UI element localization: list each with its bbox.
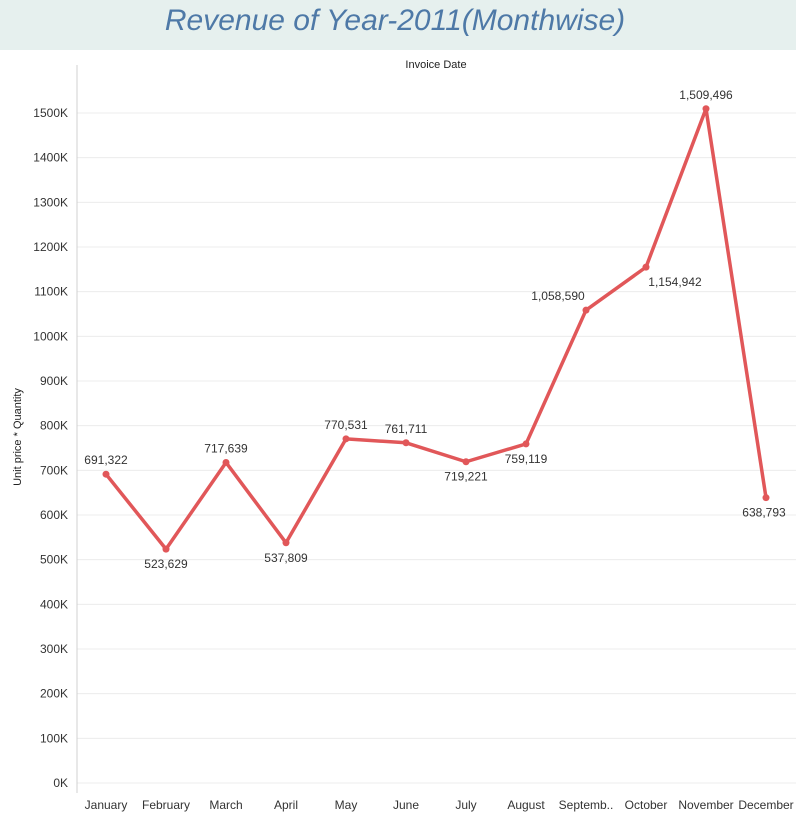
x-ticks: January February March April May June July Augu… <box>85 798 794 812</box>
x-tick-label: March <box>209 798 242 812</box>
data-label: 719,221 <box>444 470 488 484</box>
data-point <box>582 306 590 314</box>
y-tick-label: 200K <box>40 687 68 701</box>
data-point <box>522 440 530 448</box>
y-ticks: 0K 100K 200K 300K 400K 500K 600K 700K 800K 900K 10… <box>33 106 68 790</box>
y-tick-label: 0K <box>53 776 68 790</box>
x-tick-label: January <box>85 798 128 812</box>
y-tick-label: 1300K <box>33 195 68 209</box>
data-label: 638,793 <box>742 506 786 520</box>
y-tick-label: 1500K <box>33 106 68 120</box>
x-tick-label: October <box>625 798 668 812</box>
title-bar: Revenue of Year-2011(Monthwise) <box>0 0 796 50</box>
y-tick-label: 700K <box>40 463 68 477</box>
data-point <box>462 458 470 466</box>
chart-title: Revenue of Year-2011(Monthwise) <box>164 4 626 37</box>
x-tick-label: August <box>507 798 545 812</box>
x-tick-label: February <box>142 798 190 812</box>
data-label: 523,629 <box>144 557 188 571</box>
x-tick-label: November <box>678 798 733 812</box>
data-point <box>402 439 410 447</box>
series-line <box>104 107 768 551</box>
axes: Invoice Date Unit price * Quantity <box>12 59 467 793</box>
y-tick-label: 900K <box>40 374 68 388</box>
data-point <box>222 458 230 466</box>
data-label: 537,809 <box>264 551 308 565</box>
x-tick-label: July <box>455 798 476 812</box>
data-label: 691,322 <box>84 453 128 467</box>
gridlines <box>77 112 796 784</box>
x-tick-label: May <box>335 798 358 812</box>
y-tick-label: 300K <box>40 642 68 656</box>
data-point <box>162 545 170 553</box>
y-tick-label: 800K <box>40 419 68 433</box>
data-label: 1,154,942 <box>648 275 702 289</box>
data-label: 770,531 <box>324 418 368 432</box>
data-point <box>642 263 650 271</box>
x-tick-label: December <box>738 798 793 812</box>
data-label: 1,058,590 <box>531 289 585 303</box>
data-label: 717,639 <box>204 441 248 455</box>
data-point <box>342 435 350 443</box>
line-chart: Invoice Date Unit price * Quantity 0K 100… <box>12 59 796 812</box>
data-label: 759,119 <box>505 452 548 466</box>
data-labels: 691,322 523,629 717,639 537,809 770,531 761,7… <box>84 88 786 571</box>
y-tick-label: 400K <box>40 597 68 611</box>
series-revenue <box>102 105 770 553</box>
x-tick-label: June <box>393 798 419 812</box>
data-point <box>282 539 290 547</box>
y-tick-label: 100K <box>40 731 68 745</box>
data-point <box>702 105 710 113</box>
data-label: 1,509,496 <box>679 88 733 102</box>
x-axis-title: Invoice Date <box>405 59 466 71</box>
y-tick-label: 1200K <box>33 240 68 254</box>
data-label: 761,711 <box>385 422 428 436</box>
y-tick-label: 1400K <box>33 151 68 165</box>
y-tick-label: 600K <box>40 508 68 522</box>
y-tick-label: 1000K <box>33 329 68 343</box>
x-tick-label: April <box>274 798 298 812</box>
data-point <box>762 494 770 502</box>
x-tick-label: Septemb.. <box>559 798 614 812</box>
y-axis-title: Unit price * Quantity <box>12 388 24 486</box>
y-tick-label: 500K <box>40 553 68 567</box>
data-point <box>102 470 110 478</box>
y-tick-label: 1100K <box>34 285 68 299</box>
